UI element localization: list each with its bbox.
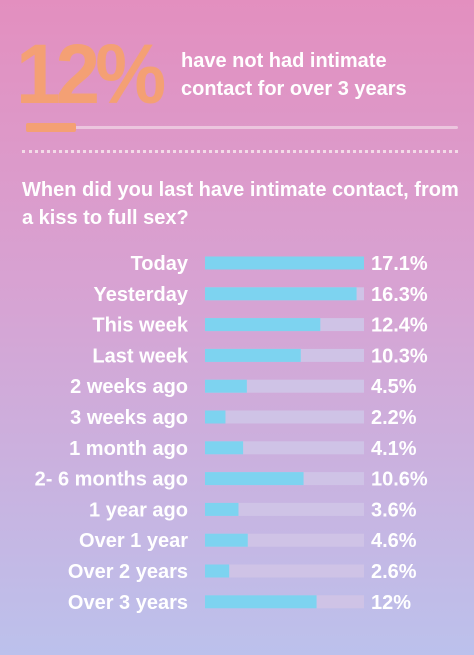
value-label: 17.1% <box>371 253 428 275</box>
headline-percentage: 12% <box>16 27 166 121</box>
bar <box>205 595 317 609</box>
bar-track <box>205 564 364 578</box>
value-label: 2.6% <box>371 561 417 583</box>
value-label: 12.4% <box>371 315 428 337</box>
value-label: 16.3% <box>371 284 428 306</box>
bar <box>205 533 248 547</box>
bar <box>205 502 239 516</box>
category-label: 1 year ago <box>89 499 188 521</box>
bar-track <box>205 410 364 424</box>
category-label: 1 month ago <box>69 438 188 460</box>
value-label: 10.3% <box>371 345 428 367</box>
value-label: 10.6% <box>371 469 428 491</box>
category-label: 2 weeks ago <box>70 376 188 398</box>
value-label: 4.1% <box>371 438 417 460</box>
category-label: 2- 6 months ago <box>35 469 188 491</box>
value-label: 4.5% <box>371 376 417 398</box>
dotted-divider <box>22 150 458 153</box>
category-label: This week <box>92 315 188 337</box>
bar-track <box>205 502 364 516</box>
bar <box>205 318 321 332</box>
bar <box>205 256 364 270</box>
headline-progress-fill <box>26 123 76 132</box>
chart-question: When did you last have intimate contact,… <box>22 179 459 229</box>
headline-text: have not had intimate contact for over 3… <box>181 50 407 100</box>
category-label: Yesterday <box>93 284 188 306</box>
category-label: Last week <box>92 345 188 367</box>
category-label: 3 weeks ago <box>70 407 188 429</box>
category-label: Over 1 year <box>79 530 188 552</box>
value-label: 2.2% <box>371 407 417 429</box>
bar <box>205 379 247 393</box>
bar <box>205 410 226 424</box>
bar <box>205 564 230 578</box>
value-label: 4.6% <box>371 530 417 552</box>
bar <box>205 287 357 301</box>
bar-track <box>205 441 364 455</box>
value-label: 3.6% <box>371 499 417 521</box>
bar <box>205 472 304 486</box>
value-label: 12% <box>371 592 411 614</box>
category-label: Today <box>131 253 189 275</box>
category-label: Over 2 years <box>68 561 188 583</box>
bar <box>205 441 244 455</box>
bar <box>205 348 301 362</box>
headline-progress-track <box>26 126 458 129</box>
category-label: Over 3 years <box>68 592 188 614</box>
